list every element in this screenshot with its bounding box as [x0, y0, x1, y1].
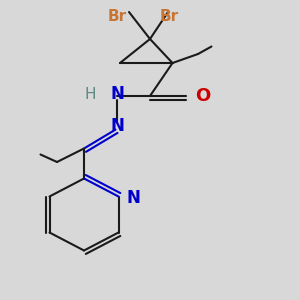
- Text: O: O: [195, 87, 210, 105]
- Text: N: N: [110, 117, 124, 135]
- Text: N: N: [110, 85, 124, 103]
- Text: H: H: [84, 87, 96, 102]
- Text: N: N: [126, 189, 140, 207]
- Text: Br: Br: [107, 9, 127, 24]
- Text: Br: Br: [160, 9, 179, 24]
